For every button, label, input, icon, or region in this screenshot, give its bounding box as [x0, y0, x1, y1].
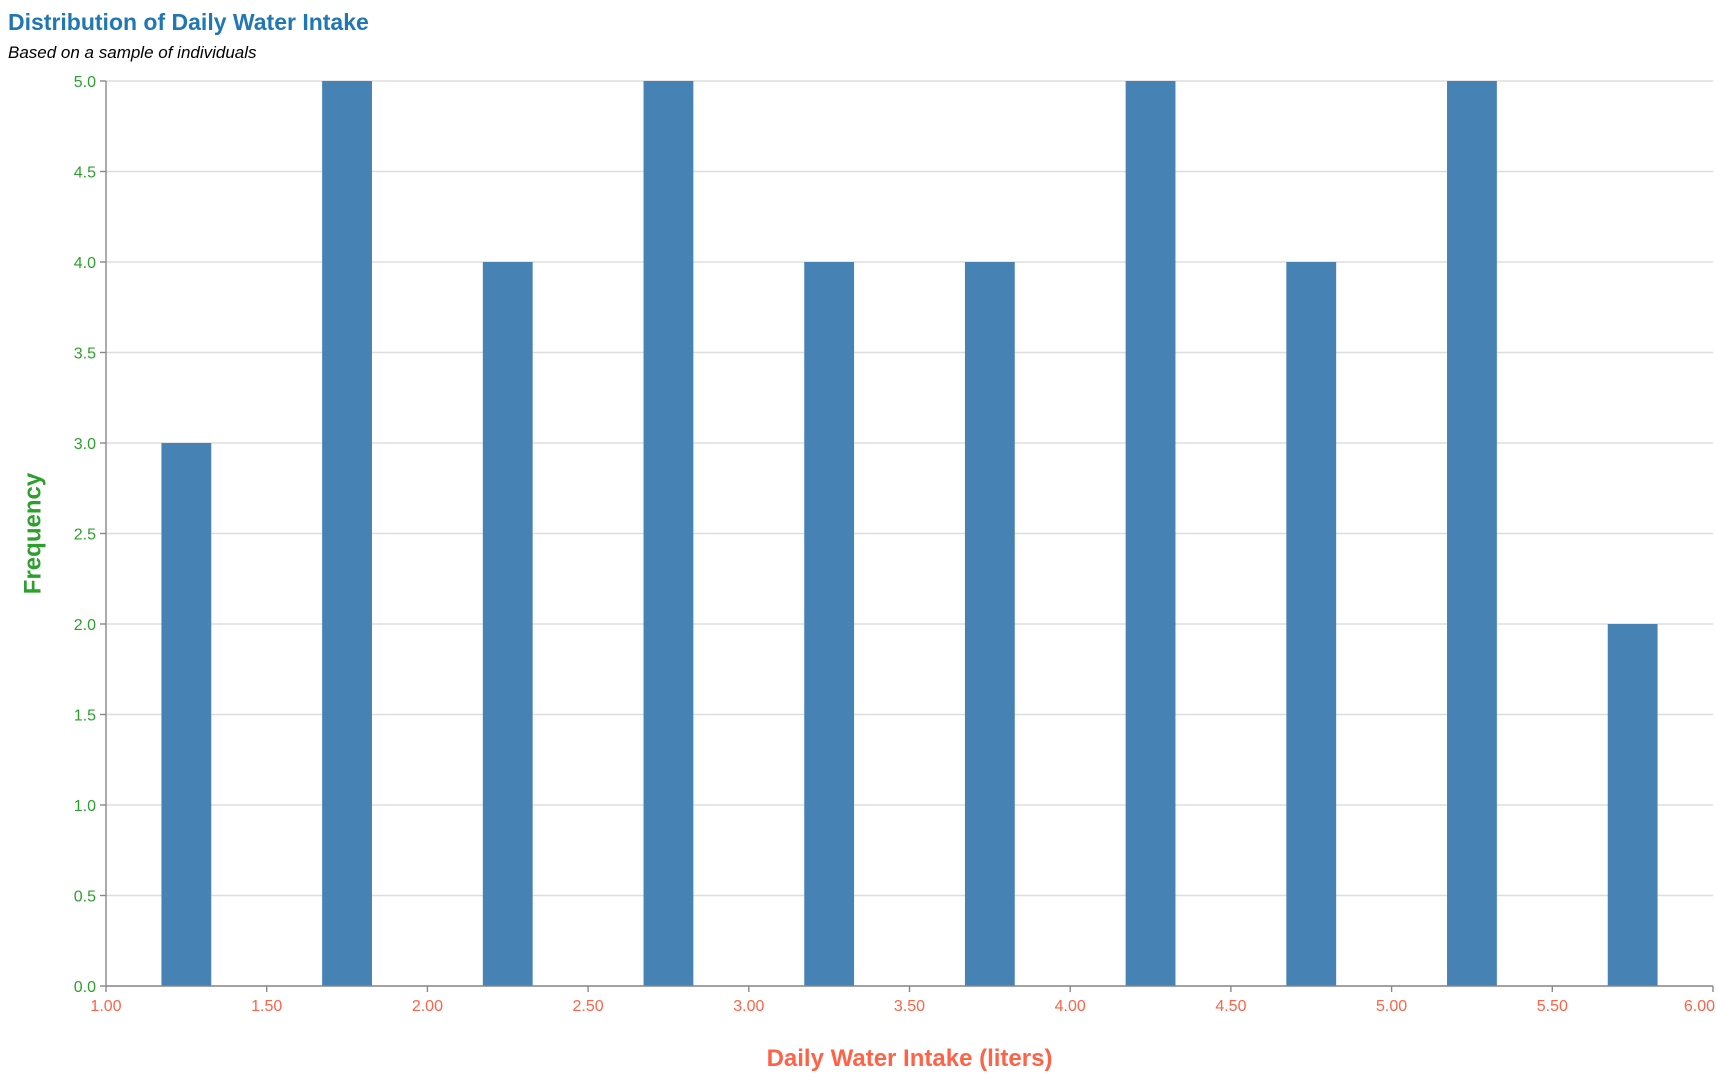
x-tick-label: 3.50 [894, 998, 925, 1015]
bar-bin-1 [161, 443, 212, 986]
y-tick-label: 0.5 [74, 889, 96, 906]
x-tick-label: 4.50 [1215, 998, 1246, 1015]
bars [161, 81, 1658, 986]
bar-bin-6 [964, 262, 1015, 986]
y-tick-label: 4.0 [74, 255, 96, 272]
y-tick-label: 3.0 [74, 436, 96, 453]
bar-bin-5 [804, 262, 855, 986]
x-tick-label: 2.50 [573, 998, 604, 1015]
y-axis-title: Frequency [19, 472, 46, 594]
tick-labels: 0.0 0.5 1.0 1.5 2.0 2.5 3.0 3.5 4.0 4.5 5.0 1.00 1.5… [74, 74, 1715, 1015]
y-tick-label: 3.5 [74, 346, 96, 363]
y-tick-label: 1.0 [74, 798, 96, 815]
x-tick-label: 2.00 [412, 998, 443, 1015]
chart-title: Distribution of Daily Water Intake [8, 9, 369, 35]
bar-bin-10 [1607, 624, 1658, 986]
bar-bin-3 [482, 262, 533, 986]
x-axis-title: Daily Water Intake (liters) [767, 1045, 1053, 1072]
bar-bin-4 [643, 81, 694, 986]
chart-subtitle: Based on a sample of individuals [8, 43, 257, 62]
y-tick-label: 2.5 [74, 527, 96, 544]
x-tick-label: 4.00 [1055, 998, 1086, 1015]
bar-bin-9 [1447, 81, 1497, 986]
x-tick-label: 5.50 [1537, 998, 1568, 1015]
grid-lines [106, 80, 1713, 987]
x-tick-label: 1.50 [251, 998, 282, 1015]
y-tick-label: 1.5 [74, 708, 96, 725]
bar-bin-2 [322, 81, 372, 986]
x-tick-label: 3.00 [733, 998, 764, 1015]
axes [100, 80, 1714, 992]
x-tick-label: 1.00 [90, 998, 121, 1015]
y-tick-label: 2.0 [74, 617, 96, 634]
x-tick-label: 5.00 [1376, 998, 1407, 1015]
y-tick-label: 0.0 [74, 979, 96, 996]
y-tick-label: 4.5 [74, 165, 96, 182]
x-tick-label: 6.00 [1684, 998, 1715, 1015]
bar-bin-7 [1125, 81, 1176, 986]
y-tick-label: 5.0 [74, 74, 96, 91]
bar-bin-8 [1286, 262, 1337, 986]
